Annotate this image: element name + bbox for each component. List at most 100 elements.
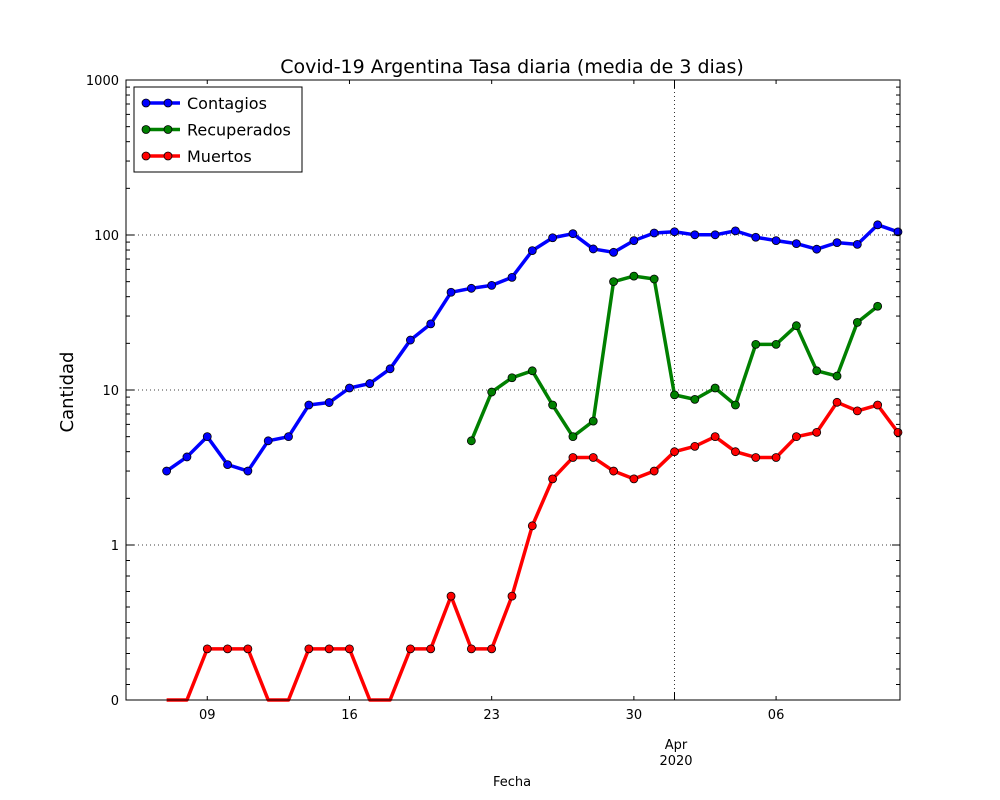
data-point-muertos [791,432,801,442]
data-point-recuperados [852,317,862,327]
data-point-recuperados [629,271,639,281]
data-point-recuperados [710,383,720,393]
data-point-contagios [731,226,740,236]
data-point-recuperados [731,400,740,410]
data-point-contagios [406,335,415,345]
data-point-contagios [568,229,578,239]
data-point-recuperados [791,321,801,331]
x-tick-label: 09 [199,708,216,723]
data-point-muertos [731,447,740,457]
data-point-muertos [406,644,415,654]
data-point-contagios [771,236,781,246]
data-point-contagios [284,432,293,442]
data-point-muertos [568,453,578,462]
data-point-muertos [548,474,558,484]
y-tick-label: 100 [94,229,119,244]
data-point-muertos [202,644,212,654]
data-point-muertos [446,591,456,601]
legend-marker-contagios [141,98,151,108]
y-tick-label: 10 [102,384,119,399]
data-point-contagios [446,287,456,297]
data-point-recuperados [568,432,578,442]
data-point-recuperados [649,274,659,284]
data-point-muertos [345,644,354,654]
data-point-contagios [791,239,801,249]
data-point-muertos [527,521,537,531]
data-point-contagios [629,236,639,246]
data-point-muertos [487,644,497,654]
data-point-recuperados [588,416,598,426]
data-point-recuperados [670,390,679,400]
ticks: 0 1 10 100 1000 09 16 23 30 06 [86,74,900,723]
data-point-muertos [243,644,253,654]
data-point-muertos [832,397,842,407]
data-point-muertos [670,447,679,457]
data-point-muertos [588,453,598,462]
data-point-contagios [365,379,375,388]
legend-label-muertos: Muertos [187,147,252,166]
data-point-contagios [832,238,842,248]
legend-marker-contagios [163,98,173,108]
data-point-contagios [873,220,883,230]
data-point-muertos [466,644,476,654]
data-point-contagios [324,398,334,407]
data-point-contagios [466,283,476,293]
year-label: 2020 [659,754,692,769]
legend-label-recuperados: Recuperados [187,121,291,140]
data-point-recuperados [466,436,476,446]
series-layer [162,220,903,702]
data-point-recuperados [751,339,761,349]
data-point-contagios [487,280,497,290]
data-point-contagios [507,272,517,282]
data-point-muertos [649,466,659,476]
y-axis-label: Cantidad [57,352,78,433]
data-point-recuperados [487,387,497,397]
y-tick-label: 1000 [86,74,119,89]
data-point-recuperados [690,394,700,404]
data-point-recuperados [609,277,618,287]
data-point-contagios [426,319,436,329]
y-tick-label: 1 [111,539,119,554]
data-point-contagios [710,230,720,240]
data-point-muertos [873,400,883,410]
data-point-contagios [345,383,354,393]
data-point-muertos [609,466,618,476]
legend-marker-recuperados [141,125,151,134]
x-tick-label: 23 [483,708,500,723]
chart-title: Covid-19 Argentina Tasa diaria (media de… [280,56,744,78]
month-label: Apr [665,738,688,753]
data-point-recuperados [548,400,558,410]
legend-marker-muertos [141,151,151,161]
data-point-recuperados [873,301,883,311]
data-point-contagios [670,227,679,237]
y-tick-label: 0 [111,694,119,709]
data-point-contagios [304,400,314,410]
legend: Contagios Recuperados Muertos [133,86,303,173]
data-point-muertos [629,474,639,484]
data-point-contagios [263,436,273,446]
data-point-contagios [588,244,598,254]
data-point-muertos [304,644,314,654]
data-point-contagios [527,246,537,256]
data-point-recuperados [771,339,781,349]
data-point-muertos [893,427,903,437]
data-point-muertos [223,644,232,654]
data-point-contagios [223,460,232,470]
data-point-muertos [751,453,761,462]
data-point-recuperados [812,366,822,376]
data-point-contagios [751,232,761,242]
data-point-contagios [162,466,172,476]
legend-marker-muertos [163,151,173,161]
data-point-muertos [507,591,517,601]
data-point-contagios [243,466,253,476]
data-point-muertos [812,427,822,437]
data-point-contagios [202,432,212,442]
x-tick-label: 30 [626,708,643,723]
data-point-recuperados [507,373,517,383]
data-point-contagios [548,233,558,243]
data-point-contagios [812,244,822,254]
data-point-muertos [710,432,720,442]
x-tick-label: 16 [341,708,358,723]
data-point-contagios [649,228,659,238]
